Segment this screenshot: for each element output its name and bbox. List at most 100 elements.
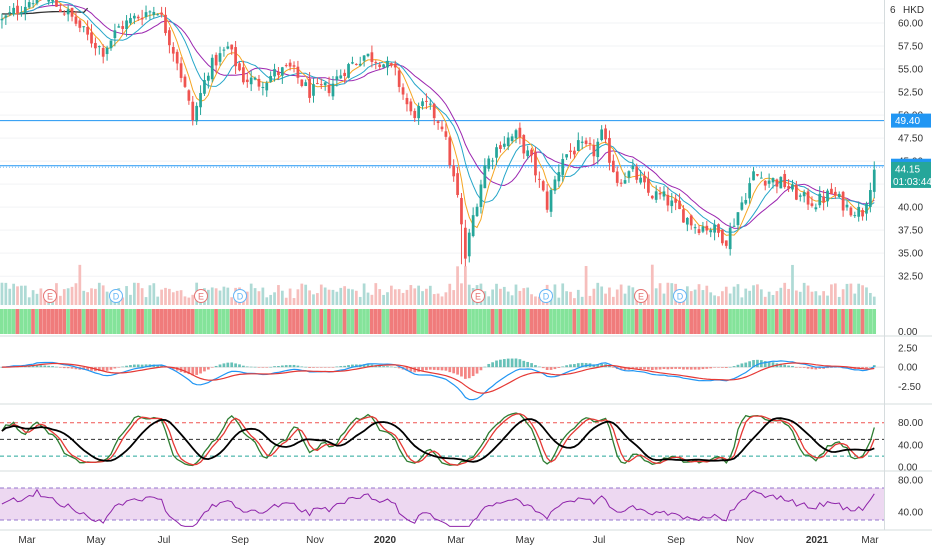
- stochastic-pane[interactable]: [0, 412, 884, 467]
- macd-histogram-bar: [452, 367, 456, 374]
- candle-body: [518, 127, 522, 138]
- candle-body: [316, 83, 319, 85]
- earnings-event-marker: E: [43, 289, 57, 303]
- macd-histogram-bar: [265, 367, 269, 368]
- strip-cell: [245, 309, 250, 334]
- volume-bar: [74, 283, 78, 305]
- price-pane[interactable]: [0, 0, 884, 267]
- macd-histogram-bar: [316, 367, 319, 368]
- candle-body: [304, 82, 308, 87]
- macd-histogram-bar: [362, 364, 366, 368]
- event-circle: [43, 289, 57, 303]
- candle-body: [203, 80, 206, 94]
- strip-cell: [54, 309, 59, 334]
- candle-body: [132, 15, 136, 19]
- candle-body: [187, 90, 191, 101]
- volume-bar: [495, 283, 498, 305]
- strip-cell: [494, 309, 499, 334]
- volume-bar: [273, 292, 276, 305]
- candle-body: [444, 131, 448, 137]
- candle-body: [802, 192, 806, 197]
- strip-cell: [144, 309, 148, 334]
- strip-cell: [23, 309, 28, 334]
- macd-histogram-bar: [210, 367, 214, 368]
- strip-cell: [311, 309, 316, 334]
- macd-histogram-bar: [90, 367, 93, 371]
- candle-body: [499, 145, 502, 149]
- macd-pane[interactable]: [0, 358, 884, 401]
- macd-histogram-bar: [136, 364, 140, 368]
- strip-cell: [576, 309, 581, 334]
- candle-body: [62, 13, 66, 15]
- strip-cell: [167, 309, 172, 334]
- strip-cell: [802, 309, 806, 334]
- price-axis[interactable]: HKD660.0057.5055.0052.5050.0047.5045.004…: [890, 5, 932, 519]
- macd-histogram-bar: [86, 367, 89, 371]
- strip-cell: [743, 309, 748, 334]
- volume-bar: [183, 296, 187, 305]
- macd-histogram-bar: [670, 367, 674, 370]
- volume-bar: [210, 287, 214, 305]
- candle-body: [537, 178, 541, 180]
- macd-histogram-bar: [129, 365, 132, 368]
- candle-body: [857, 206, 861, 217]
- strip-cell: [27, 309, 31, 334]
- strip-cell: [662, 309, 666, 334]
- macd-histogram-bar: [689, 367, 693, 370]
- candle-body: [265, 82, 269, 91]
- price-tick-label: 55.00: [898, 65, 923, 76]
- volume-bar: [226, 287, 230, 305]
- strip-cell: [658, 309, 662, 334]
- macd-histogram-bar: [806, 367, 810, 369]
- candle-body: [390, 63, 393, 66]
- candle-body: [818, 193, 822, 206]
- volume-bar: [759, 289, 763, 305]
- candle-body: [705, 225, 709, 231]
- candle-body: [8, 12, 12, 14]
- volume-bar: [448, 283, 452, 305]
- macd-histogram-bar: [464, 367, 467, 379]
- strip-cell: [218, 309, 222, 334]
- macd-histogram-bar: [425, 367, 428, 371]
- dividend-event-marker: D: [233, 289, 247, 303]
- volume-bar: [327, 289, 331, 305]
- macd-histogram-bar: [783, 364, 787, 368]
- macd-histogram-bar: [491, 362, 494, 368]
- candle-body: [795, 184, 798, 200]
- candle-body: [689, 215, 693, 226]
- volume-bar: [148, 285, 152, 305]
- candle-body: [234, 47, 237, 67]
- strip-cell: [588, 309, 592, 334]
- rsi-pane[interactable]: [0, 487, 884, 527]
- volume-bar: [0, 282, 4, 305]
- macd-tick-label: 2.50: [898, 343, 918, 354]
- volume-bar: [66, 288, 70, 305]
- volume-bar: [526, 287, 530, 305]
- strip-cell: [362, 309, 366, 334]
- candle-body: [697, 229, 701, 233]
- candle-body: [362, 55, 366, 61]
- time-axis[interactable]: Mar May Jul Sep Nov 2020 Mar May Jul Sep Nov 2021 Ma…: [18, 535, 879, 546]
- candle-body: [148, 11, 152, 13]
- candle-body: [456, 173, 459, 196]
- candle-body: [845, 204, 849, 208]
- candle-body: [74, 16, 78, 24]
- macd-histogram-bar: [335, 366, 339, 368]
- strip-cell: [397, 309, 401, 334]
- macd-histogram-bar: [397, 367, 401, 369]
- macd-histogram-bar: [810, 367, 814, 370]
- macd-histogram-bar: [156, 364, 160, 368]
- macd-histogram-bar: [206, 367, 210, 370]
- candle-body: [522, 135, 526, 154]
- strip-cell: [665, 309, 670, 334]
- event-label: D: [237, 292, 244, 302]
- volume-bar: [456, 266, 459, 305]
- volume-bar: [771, 294, 775, 305]
- candle-body: [335, 76, 339, 81]
- volume-bar: [316, 293, 319, 305]
- volume-bar: [390, 285, 393, 305]
- time-tick-label: May: [516, 535, 535, 546]
- candle-body: [101, 48, 105, 57]
- candle-body: [97, 46, 101, 48]
